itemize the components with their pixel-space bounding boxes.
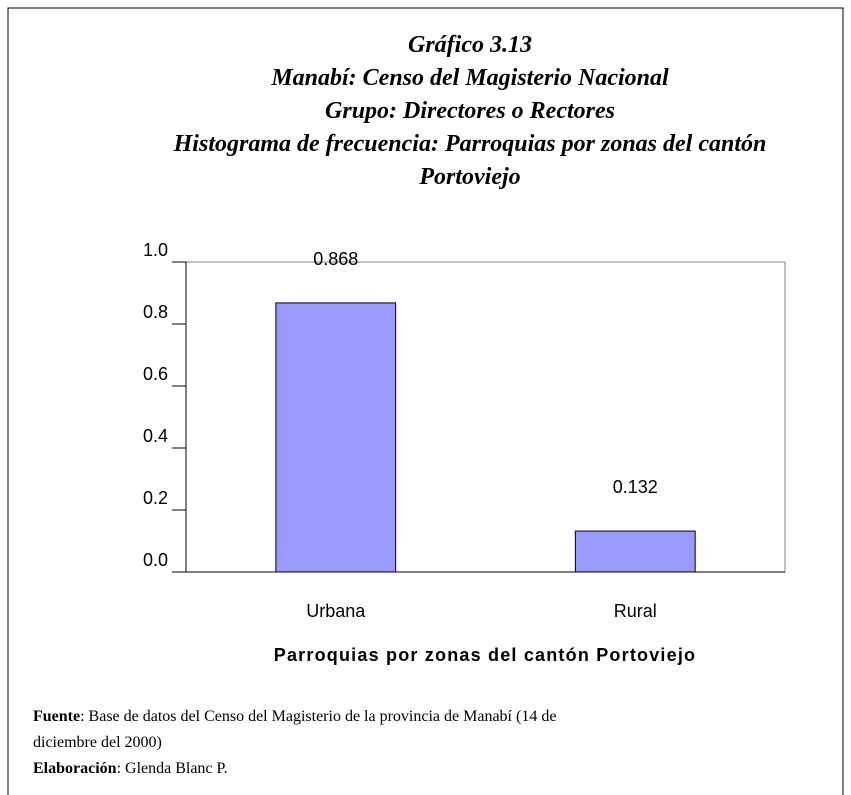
y-tick-label: 0.2 <box>143 488 168 508</box>
bar <box>275 302 397 573</box>
value-label: 0.868 <box>313 249 358 269</box>
footer-text: : Glenda Blanc P. <box>117 760 228 777</box>
chart-title: Grupo: Directores o Rectores <box>325 98 615 124</box>
y-tick-label: 0.6 <box>143 364 168 384</box>
x-axis-label: Parroquias por zonas del cantón Portovie… <box>274 645 696 665</box>
y-tick-label: 0.4 <box>143 426 168 446</box>
y-axis-label: Frecuencia relativa <box>82 332 102 524</box>
footer-label: Fuente <box>33 708 80 725</box>
chart-title: Gráfico 3.13 <box>408 32 532 58</box>
x-tick-label: Rural <box>614 601 657 621</box>
chart-title: Portoviejo <box>418 164 520 190</box>
y-tick-label: 1.0 <box>143 240 168 260</box>
footer-source: Fuente: Base de datos del Censo del Magi… <box>33 708 556 725</box>
y-tick-label: 0.8 <box>143 302 168 322</box>
footer-label: Elaboración <box>33 760 117 777</box>
footer-credit: Elaboración: Glenda Blanc P. <box>33 760 228 777</box>
y-tick-label: 0.0 <box>143 550 168 570</box>
footer-text: : Base de datos del Censo del Magisterio… <box>80 708 556 725</box>
footer-text: diciembre del 2000) <box>33 734 162 751</box>
frame <box>7 7 844 795</box>
bar <box>574 530 696 573</box>
value-label: 0.132 <box>613 477 658 497</box>
x-tick-label: Urbana <box>306 601 366 621</box>
chart-title: Histograma de frecuencia: Parroquias por… <box>173 131 767 157</box>
chart-title: Manabí: Censo del Magisterio Nacional <box>270 65 669 91</box>
